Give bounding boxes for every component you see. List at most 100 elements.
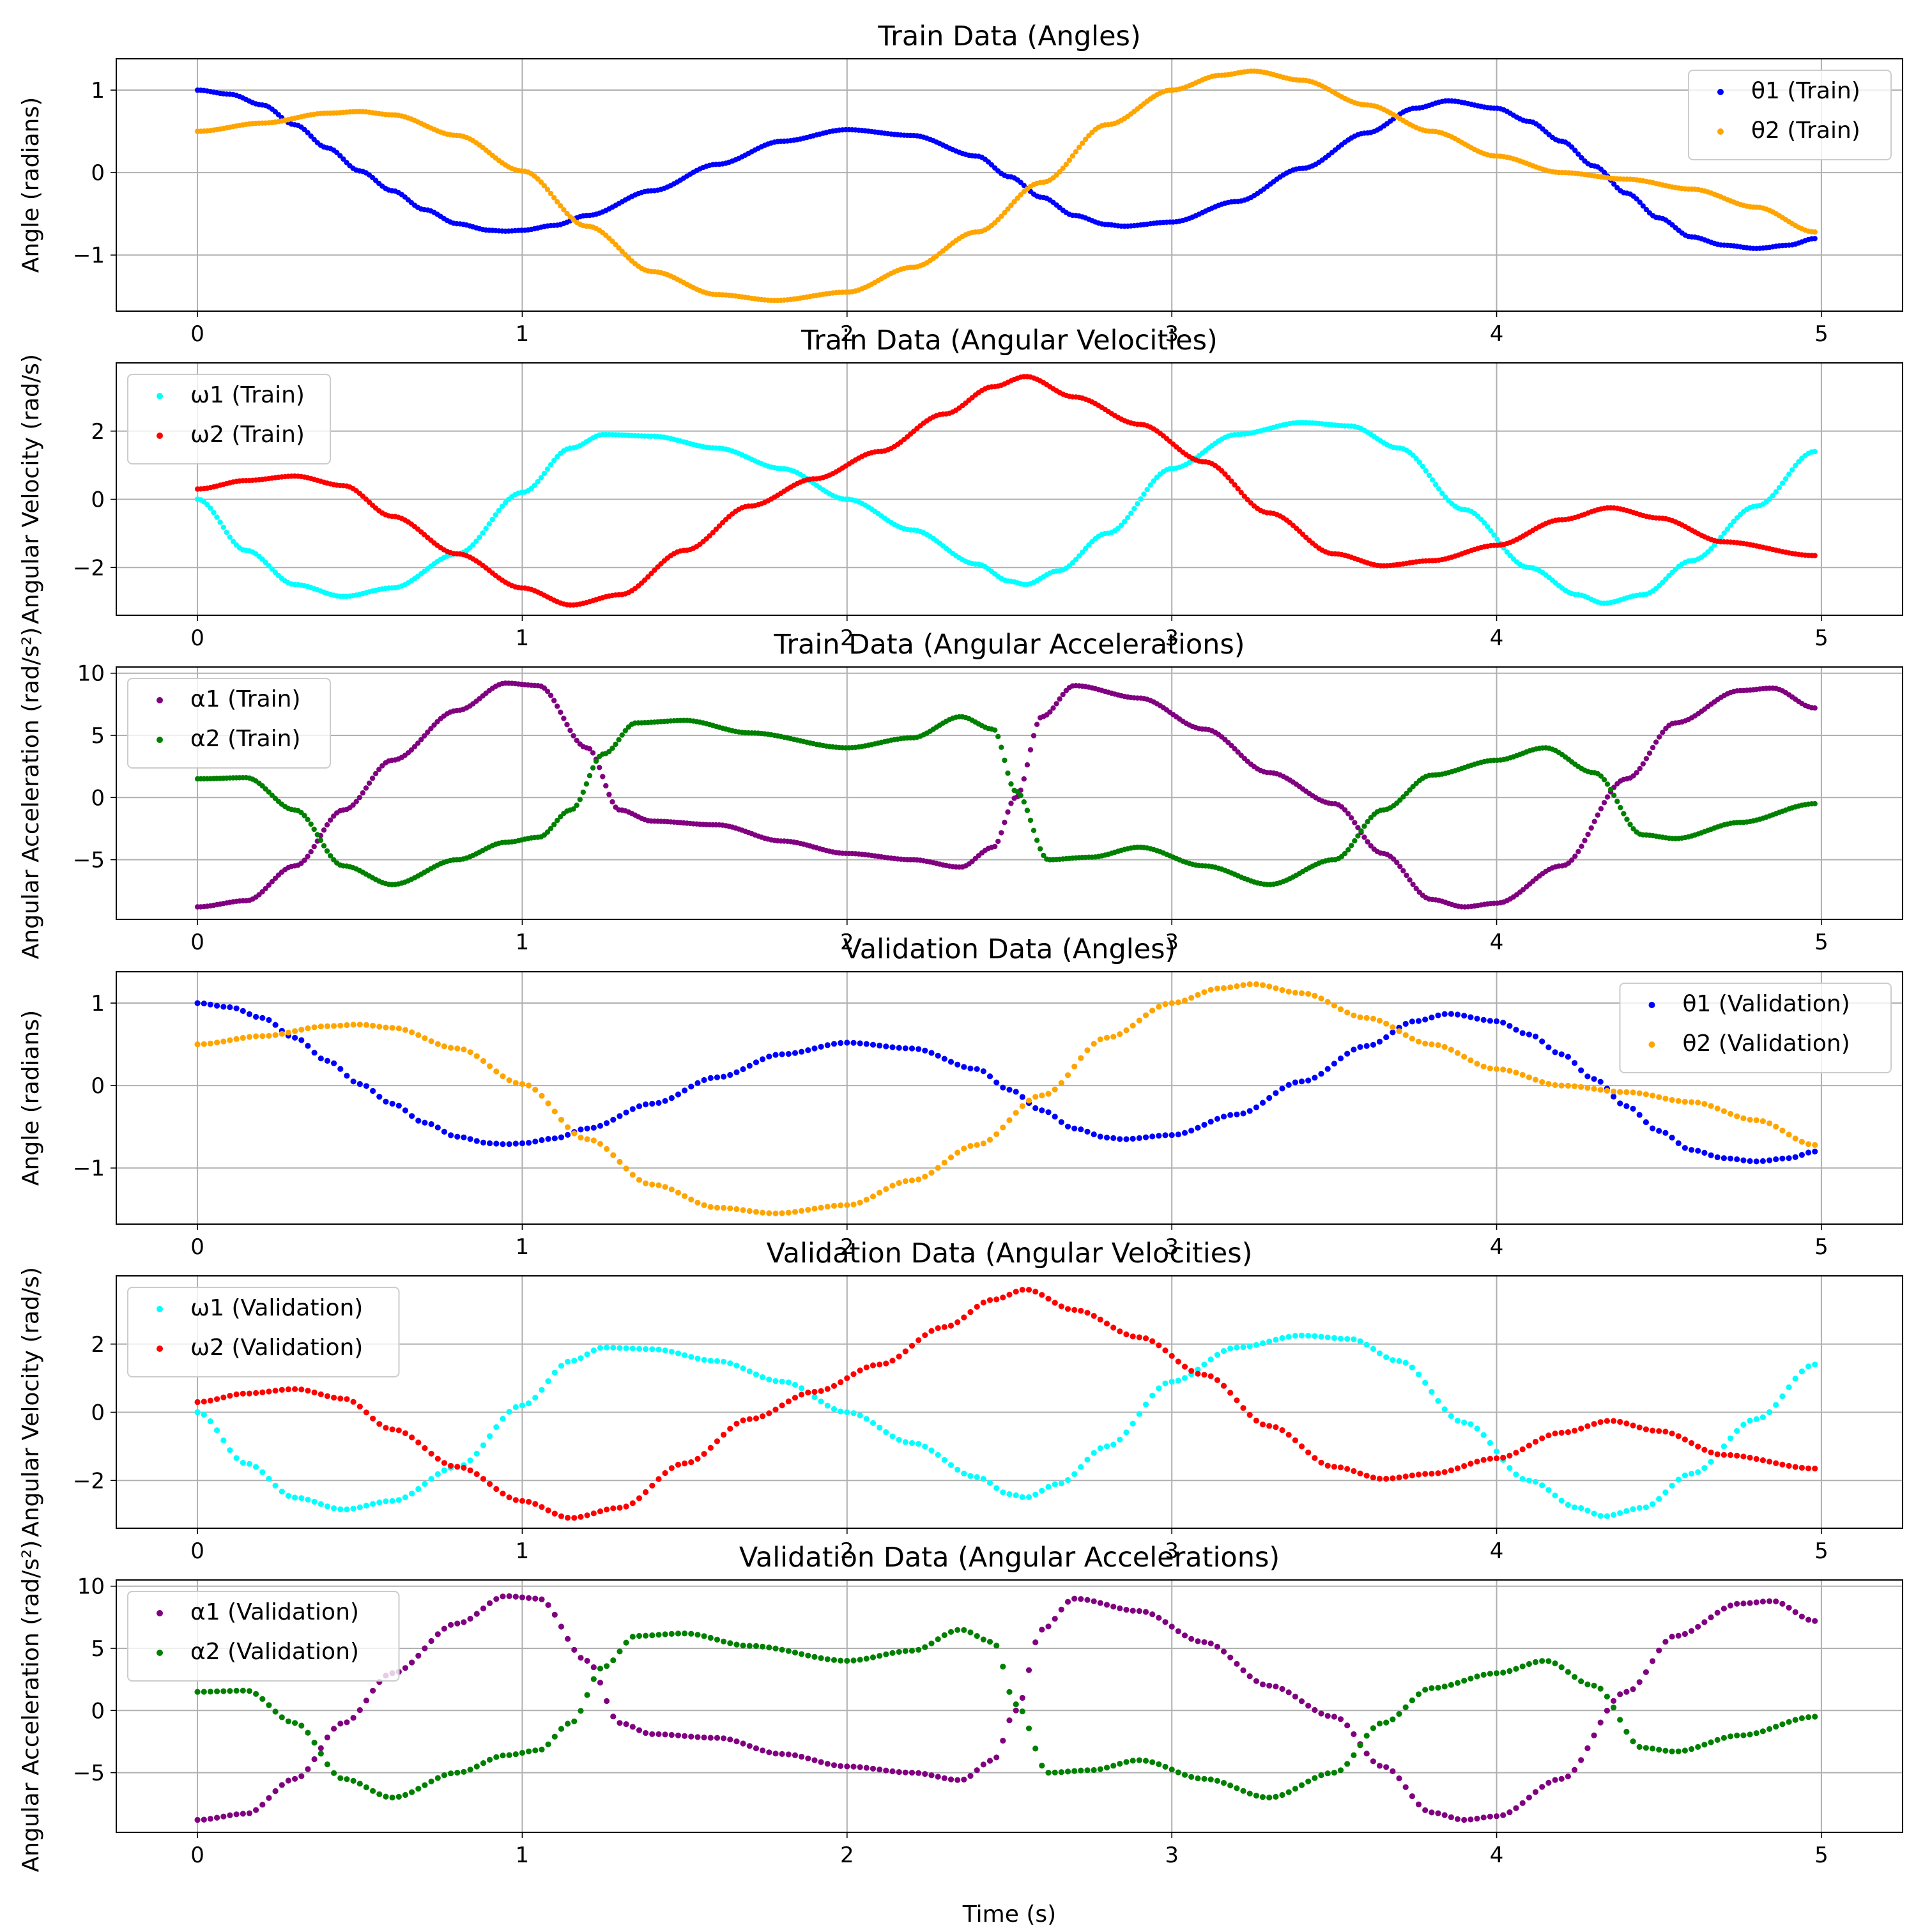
- data-point: [473, 1450, 480, 1457]
- data-point: [1357, 1470, 1363, 1476]
- data-point: [1565, 1501, 1571, 1508]
- data-point: [1558, 1664, 1565, 1671]
- data-point: [208, 505, 213, 511]
- data-point: [1240, 1788, 1246, 1794]
- data-point: [1435, 1012, 1441, 1018]
- data-point: [1337, 1335, 1344, 1342]
- data-point: [1565, 1773, 1571, 1780]
- data-point: [1689, 1746, 1695, 1752]
- data-point: [539, 1746, 545, 1752]
- data-point: [545, 1602, 551, 1608]
- data-point: [1402, 1704, 1409, 1710]
- data-point: [947, 1629, 954, 1635]
- data-point: [818, 1759, 824, 1765]
- data-point: [701, 1451, 707, 1457]
- data-point: [1220, 1114, 1227, 1120]
- data-point: [746, 1062, 753, 1069]
- data-point: [1130, 1420, 1136, 1427]
- data-point: [961, 1314, 967, 1321]
- data-point: [1305, 1703, 1312, 1709]
- data-point: [1747, 1158, 1753, 1164]
- data-point: [551, 1369, 558, 1376]
- data-point: [1448, 1011, 1454, 1017]
- legend: ω1 (Train)ω2 (Train): [127, 374, 331, 464]
- data-point: [1285, 1789, 1292, 1795]
- data-point: [999, 213, 1004, 219]
- data-point: [636, 1632, 643, 1639]
- data-point: [662, 1347, 668, 1354]
- data-point: [467, 1467, 473, 1474]
- data-point: [1181, 1632, 1188, 1639]
- data-point: [1376, 1475, 1383, 1482]
- data-point: [1660, 730, 1666, 735]
- data-point: [668, 1465, 675, 1471]
- data-point: [947, 1322, 954, 1329]
- data-point: [1305, 991, 1312, 997]
- data-point: [493, 1068, 500, 1075]
- data-point: [1370, 1758, 1376, 1765]
- data-point: [1292, 1786, 1298, 1792]
- data-point: [629, 1346, 636, 1352]
- data-point: [409, 1113, 415, 1119]
- data-point: [1078, 1126, 1084, 1133]
- data-point: [636, 1346, 643, 1352]
- data-point: [1569, 144, 1575, 150]
- data-point: [993, 1754, 1000, 1761]
- data-point: [1156, 1133, 1162, 1139]
- data-point: [844, 1202, 850, 1208]
- data-point: [1091, 1313, 1097, 1319]
- data-point: [1669, 1748, 1675, 1754]
- data-point: [422, 1035, 428, 1041]
- data-point: [324, 1393, 330, 1399]
- data-point: [376, 1094, 383, 1100]
- data-point: [1355, 825, 1361, 831]
- data-point: [1669, 1135, 1675, 1141]
- data-point: [1351, 1336, 1357, 1342]
- data-point: [623, 1109, 629, 1116]
- data-point: [1513, 1471, 1519, 1478]
- data-point: [1227, 1346, 1234, 1352]
- data-point: [753, 1745, 760, 1752]
- data-point: [1805, 1363, 1812, 1370]
- data-point: [1792, 1154, 1798, 1160]
- data-point: [544, 688, 551, 694]
- data-point: [389, 1100, 395, 1107]
- data-point: [539, 1092, 545, 1099]
- data-point: [1786, 1131, 1792, 1138]
- data-point: [1591, 1421, 1597, 1427]
- data-point: [1156, 1342, 1162, 1349]
- data-point: [1432, 482, 1439, 487]
- data-point: [668, 1731, 675, 1738]
- data-point: [857, 1040, 863, 1046]
- data-point: [279, 1489, 285, 1495]
- data-point: [883, 1186, 889, 1192]
- data-point: [1539, 1079, 1545, 1085]
- x-tick-label: 4: [1490, 1234, 1504, 1260]
- data-point: [1779, 1155, 1786, 1162]
- data-point: [1572, 854, 1578, 859]
- data-point: [785, 1751, 792, 1758]
- data-point: [1468, 1675, 1474, 1682]
- data-point: [1441, 1469, 1448, 1475]
- data-point: [370, 1415, 376, 1422]
- y-axis-label: Angular Velocity (rad/s): [18, 1267, 44, 1537]
- data-point: [194, 1399, 201, 1406]
- data-point: [1027, 817, 1034, 824]
- data-point: [995, 217, 1001, 222]
- legend-entry: α2 (Validation): [190, 1639, 359, 1665]
- data-point: [1435, 1042, 1441, 1048]
- data-point: [580, 789, 586, 795]
- data-point: [292, 1034, 298, 1041]
- data-point: [1103, 1321, 1110, 1327]
- series-1: [194, 1593, 1818, 1823]
- data-point: [1156, 1385, 1162, 1392]
- data-point: [1415, 1691, 1422, 1698]
- data-point: [512, 1404, 519, 1411]
- data-point: [902, 1769, 908, 1775]
- data-point: [1500, 1020, 1506, 1026]
- data-point: [1110, 1324, 1117, 1331]
- data-point: [311, 1756, 318, 1763]
- data-point: [1759, 1414, 1766, 1420]
- data-point: [1136, 1608, 1142, 1614]
